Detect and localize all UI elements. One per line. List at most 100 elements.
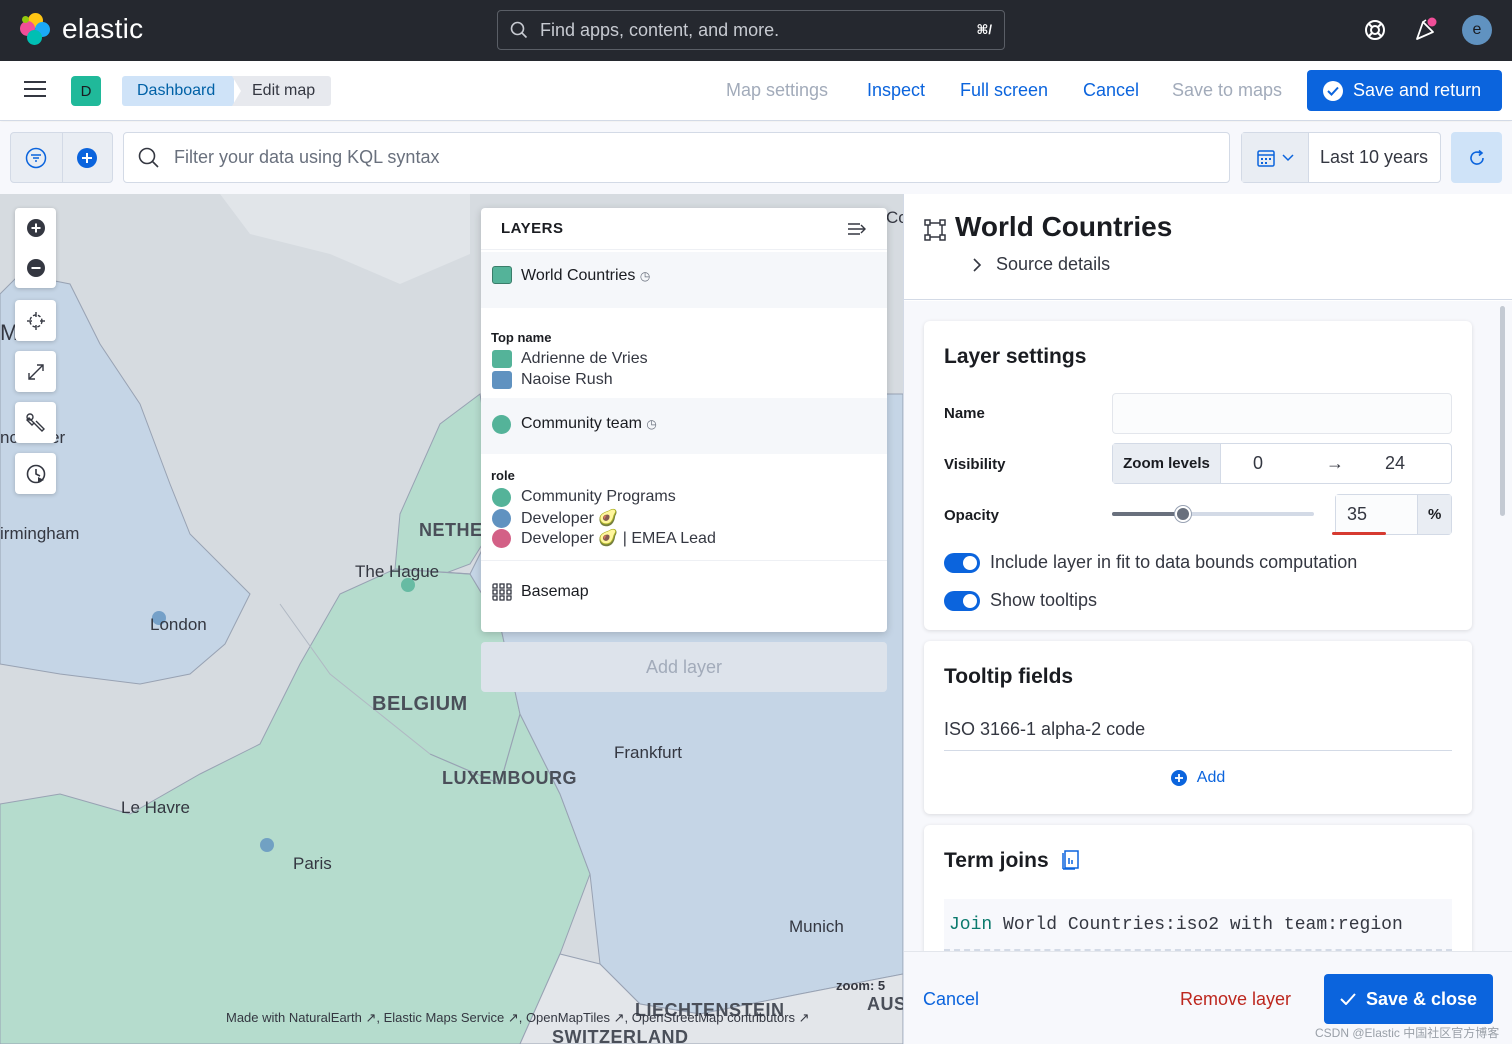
help-icon[interactable] (1361, 16, 1389, 44)
user-avatar[interactable]: e (1462, 15, 1492, 45)
world-countries-layer-name: World Countries (521, 267, 636, 284)
join-right-field[interactable]: team:region (1283, 915, 1403, 935)
refresh-icon (1469, 149, 1484, 165)
remove-layer-button[interactable]: Remove layer (1180, 989, 1292, 1009)
news-feed-icon[interactable] (1412, 16, 1440, 44)
flyout-body: Layer settings Name Visibility Zoom leve… (904, 301, 1512, 951)
legend-item-adrienne: Adrienne de Vries (521, 350, 648, 367)
tooltip-field-row[interactable]: ISO 3166-1 alpha-2 code (944, 707, 1452, 751)
london-dot (152, 611, 166, 625)
visibility-label: Visibility (944, 456, 1006, 473)
world-countries-title-wrap: World Countries ◷ (521, 267, 650, 285)
layer-row-community-team[interactable]: Community team ◷ (481, 398, 887, 454)
zoom-max-input[interactable]: 24 (1385, 453, 1406, 473)
date-range-label: Last 10 years (1320, 147, 1429, 167)
fit-bounds-switch[interactable] (944, 552, 980, 573)
fit-bounds-switch-row[interactable]: Include layer in fit to data bounds comp… (944, 552, 1357, 573)
calendar-icon (1257, 149, 1275, 167)
arrow-right-icon: → (1326, 453, 1344, 473)
filter-button-group (10, 132, 113, 183)
inspect-link[interactable]: Inspect (867, 80, 926, 100)
layer-row-world-countries[interactable]: World Countries ◷ (481, 252, 887, 308)
map-label-munich: Munich (789, 917, 844, 936)
menu-hamburger-icon[interactable] (24, 81, 46, 99)
opacity-unit: % (1417, 495, 1451, 534)
flyout-footer: Cancel Remove layer Save & close (904, 951, 1512, 1044)
show-tooltips-switch[interactable] (944, 590, 980, 611)
map-attribution[interactable]: Made with NaturalEarth ↗, Elastic Maps S… (226, 1010, 810, 1025)
map-settings-link[interactable]: Map settings (726, 80, 829, 100)
global-header: elastic Find apps, content, and more. ⌘/… (0, 0, 1512, 61)
cancel-link[interactable]: Cancel (1083, 80, 1140, 100)
term-joins-title: Term joins (944, 849, 1049, 872)
map-label-frankfurt: Frankfurt (614, 743, 683, 762)
map-label-london: London (150, 615, 207, 634)
save-and-return-button[interactable]: Save and return (1307, 70, 1502, 111)
add-layer-button[interactable]: Add layer (481, 642, 887, 692)
breadcrumb-edit-map: Edit map (232, 76, 331, 106)
flyout-cancel-button[interactable]: Cancel (923, 989, 980, 1009)
uk-land (0, 273, 251, 685)
save-to-maps-link[interactable]: Save to maps (1172, 80, 1283, 100)
search-icon (138, 147, 159, 168)
join-left-field[interactable]: World Countries:iso2 (1003, 915, 1220, 935)
map-label-birmingham: irmingham (0, 524, 80, 543)
map-label-edge-m: M (0, 320, 19, 345)
filter-icon (26, 147, 47, 168)
term-joins-title-wrap: Term joins (944, 849, 1080, 873)
add-tooltip-field-button[interactable]: Add (924, 769, 1472, 787)
filter-menu-button[interactable] (11, 133, 62, 182)
check-circle-icon (1323, 80, 1343, 101)
map-label-belgium: BELGIUM (372, 693, 468, 715)
basemap-layer-name: Basemap (521, 583, 589, 600)
grid-icon (492, 583, 512, 601)
plus-circle-icon (1170, 770, 1187, 786)
zoom-min-input[interactable]: 0 (1253, 453, 1264, 473)
date-quick-menu-button[interactable] (1242, 133, 1309, 182)
layer-name-input[interactable] (1112, 393, 1452, 434)
opacity-number-field[interactable]: 35 % (1335, 494, 1452, 535)
map-canvas[interactable]: M Co nchester irmingham London The Hague… (0, 194, 903, 1044)
timeslider-button[interactable] (15, 453, 56, 494)
legend-header-top-name: Top name (491, 330, 552, 345)
breadcrumb-dashboard[interactable]: Dashboard (122, 76, 234, 106)
opacity-slider[interactable] (1112, 506, 1314, 522)
search-icon (510, 21, 528, 39)
show-tooltips-switch-row[interactable]: Show tooltips (944, 590, 1097, 611)
crosshair-icon (26, 311, 45, 330)
kql-search-input[interactable]: Filter your data using KQL syntax (123, 132, 1230, 183)
flyout-header: World Countries Source details (904, 194, 1512, 300)
annotation-underline (1332, 532, 1386, 535)
community-team-title-wrap: Community team ◷ (521, 415, 657, 433)
vector-layer-icon (924, 219, 946, 241)
clock-play-icon (26, 464, 45, 483)
source-details-toggle[interactable]: Source details (972, 254, 1110, 275)
space-avatar[interactable]: D (71, 76, 101, 106)
full-screen-link[interactable]: Full screen (960, 80, 1049, 100)
layer-editor-flyout: World Countries Source details Layer set… (903, 194, 1512, 1044)
collapse-panel-icon[interactable] (847, 221, 867, 237)
global-search-input[interactable]: Find apps, content, and more. ⌘/ (497, 10, 1005, 50)
world-countries-swatch-icon (492, 266, 512, 284)
community-team-layer-name: Community team (521, 415, 642, 432)
refresh-button[interactable] (1451, 132, 1502, 183)
documentation-icon[interactable] (1062, 850, 1080, 870)
add-filter-button[interactable] (61, 133, 113, 182)
visibility-zoom-range: Zoom levels 0 → 24 (1112, 443, 1452, 484)
save-and-close-button[interactable]: Save & close (1324, 974, 1493, 1024)
elastic-logo[interactable]: elastic (20, 13, 143, 45)
flyout-scrollbar[interactable] (1500, 306, 1505, 516)
zoom-in-button[interactable] (15, 208, 56, 248)
date-picker[interactable]: Last 10 years (1241, 132, 1441, 183)
layer-control-panel: LAYERS World Countries ◷ Top name Adrien… (481, 208, 887, 632)
set-view-button[interactable] (15, 300, 56, 341)
layer-row-basemap[interactable]: Basemap (481, 560, 887, 622)
term-join-expression[interactable]: Join World Countries:iso2 with team:regi… (944, 899, 1452, 951)
draw-tools-button[interactable] (15, 402, 56, 443)
opacity-value[interactable]: 35 (1336, 495, 1418, 534)
clock-icon: ◷ (639, 269, 651, 283)
opacity-slider-thumb[interactable] (1174, 506, 1191, 522)
world-countries-legend: Top name Adrienne de Vries Naoise Rush (481, 316, 887, 396)
fit-to-data-button[interactable] (15, 351, 56, 392)
zoom-out-button[interactable] (15, 248, 56, 288)
